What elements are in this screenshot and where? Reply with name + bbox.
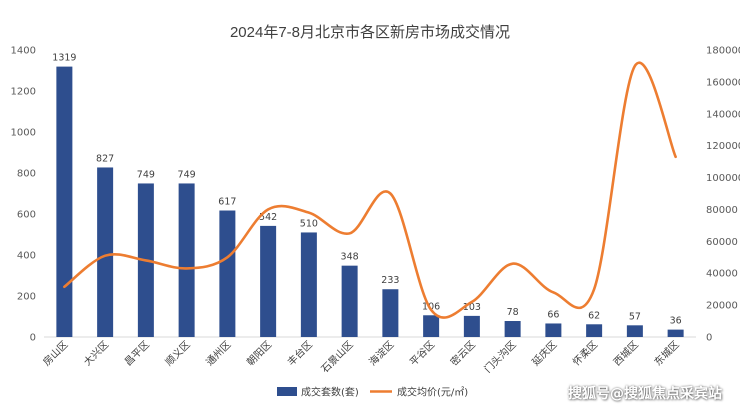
left-tick-label: 1000 — [11, 128, 36, 139]
bar-series — [56, 66, 684, 337]
right-tick-label: 60000 — [706, 237, 738, 248]
legend: 成交套数(套) 成交均价(元/㎡) — [277, 386, 468, 399]
x-category-label: 东城区 — [651, 338, 681, 368]
bar — [626, 325, 643, 337]
right-tick-label: 20000 — [706, 301, 738, 312]
bar — [382, 289, 399, 337]
left-tick-label: 0 — [30, 333, 36, 344]
bar-data-label: 233 — [381, 275, 399, 286]
right-tick-label: 0 — [706, 333, 712, 344]
right-tick-label: 160000 — [706, 77, 740, 88]
x-category-label: 延庆区 — [529, 338, 559, 368]
left-tick-label: 1400 — [11, 46, 36, 57]
bar-data-label: 106 — [422, 301, 440, 312]
x-category-label: 朝阳区 — [245, 339, 275, 369]
bar — [545, 323, 562, 337]
right-tick-label: 100000 — [706, 173, 740, 184]
bar — [260, 225, 277, 337]
bar-data-label: 542 — [259, 212, 277, 223]
bar-data-label: 827 — [96, 153, 114, 164]
chart-title: 2024年7-8月北京市各区新房市场成交情况 — [230, 23, 510, 41]
legend-line-label: 成交均价(元/㎡) — [397, 386, 468, 399]
bar-data-label: 62 — [588, 310, 600, 321]
left-tick-label: 1200 — [11, 87, 36, 98]
bar-data-label: 348 — [341, 252, 359, 263]
x-category-label: 怀柔区 — [571, 339, 601, 369]
x-category-label: 房山区 — [40, 338, 70, 368]
x-category-label: 通州区 — [204, 339, 234, 369]
bar-data-label: 749 — [137, 169, 155, 180]
bar — [667, 329, 684, 337]
right-tick-label: 40000 — [706, 269, 738, 280]
right-tick-label: 180000 — [706, 46, 740, 57]
bar-data-label: 1319 — [52, 53, 76, 64]
bar — [56, 66, 73, 337]
bar — [586, 324, 603, 337]
left-axis: 0 200 400 600 800 1000 1200 1400 — [11, 46, 36, 344]
bar — [423, 315, 440, 337]
legend-bar-label: 成交套数(套) — [301, 386, 359, 399]
bar-data-label: 510 — [300, 218, 318, 229]
bar-data-label: 78 — [507, 307, 519, 318]
right-tick-label: 120000 — [706, 141, 740, 152]
bar-data-label: 103 — [463, 302, 481, 313]
right-axis: 0 20000 40000 60000 80000 100000 120000 140000 1… — [706, 46, 740, 344]
bar — [463, 315, 480, 337]
x-category-label: 大兴区 — [81, 338, 111, 368]
left-tick-label: 400 — [17, 251, 36, 262]
right-tick-label: 80000 — [706, 205, 738, 216]
bar-data-label: 749 — [178, 169, 196, 180]
bar — [341, 265, 358, 337]
bar — [178, 183, 195, 337]
x-category-label: 平谷区 — [408, 339, 438, 369]
x-category-label: 门头沟区 — [481, 338, 518, 375]
bar-data-labels: 1319 827 749 749 617 542 510 348 233 106 103 78 66 62… — [52, 53, 681, 327]
bar — [97, 167, 114, 337]
left-tick-label: 800 — [17, 169, 36, 180]
x-category-label: 西城区 — [611, 339, 641, 369]
bar-data-label: 57 — [629, 311, 641, 322]
bar-data-label: 36 — [670, 316, 682, 327]
bar — [300, 232, 317, 337]
x-category-label: 密云区 — [448, 338, 478, 368]
price-line-series — [63, 61, 677, 319]
left-tick-label: 200 — [17, 292, 36, 303]
bar — [504, 321, 521, 337]
x-category-label: 丰台区 — [285, 338, 315, 368]
x-category-labels: 房山区 大兴区 昌平区 顺义区 通州区 朝阳区 丰台区 石景山区 海淀区 平谷区 密云区 门头沟区 延庆… — [40, 338, 682, 375]
x-category-label: 海淀区 — [366, 338, 396, 368]
x-category-label: 石景山区 — [319, 339, 356, 376]
left-tick-label: 600 — [17, 210, 36, 221]
bar — [219, 210, 236, 337]
right-tick-label: 140000 — [706, 109, 740, 120]
bar-data-label: 617 — [218, 197, 236, 208]
x-category-label: 顺义区 — [163, 339, 193, 369]
watermark: 搜狐号@搜狐焦点采宾站 — [568, 386, 722, 402]
x-category-label: 昌平区 — [122, 339, 152, 369]
legend-bar-swatch — [277, 387, 297, 396]
bar-data-label: 66 — [547, 309, 559, 320]
